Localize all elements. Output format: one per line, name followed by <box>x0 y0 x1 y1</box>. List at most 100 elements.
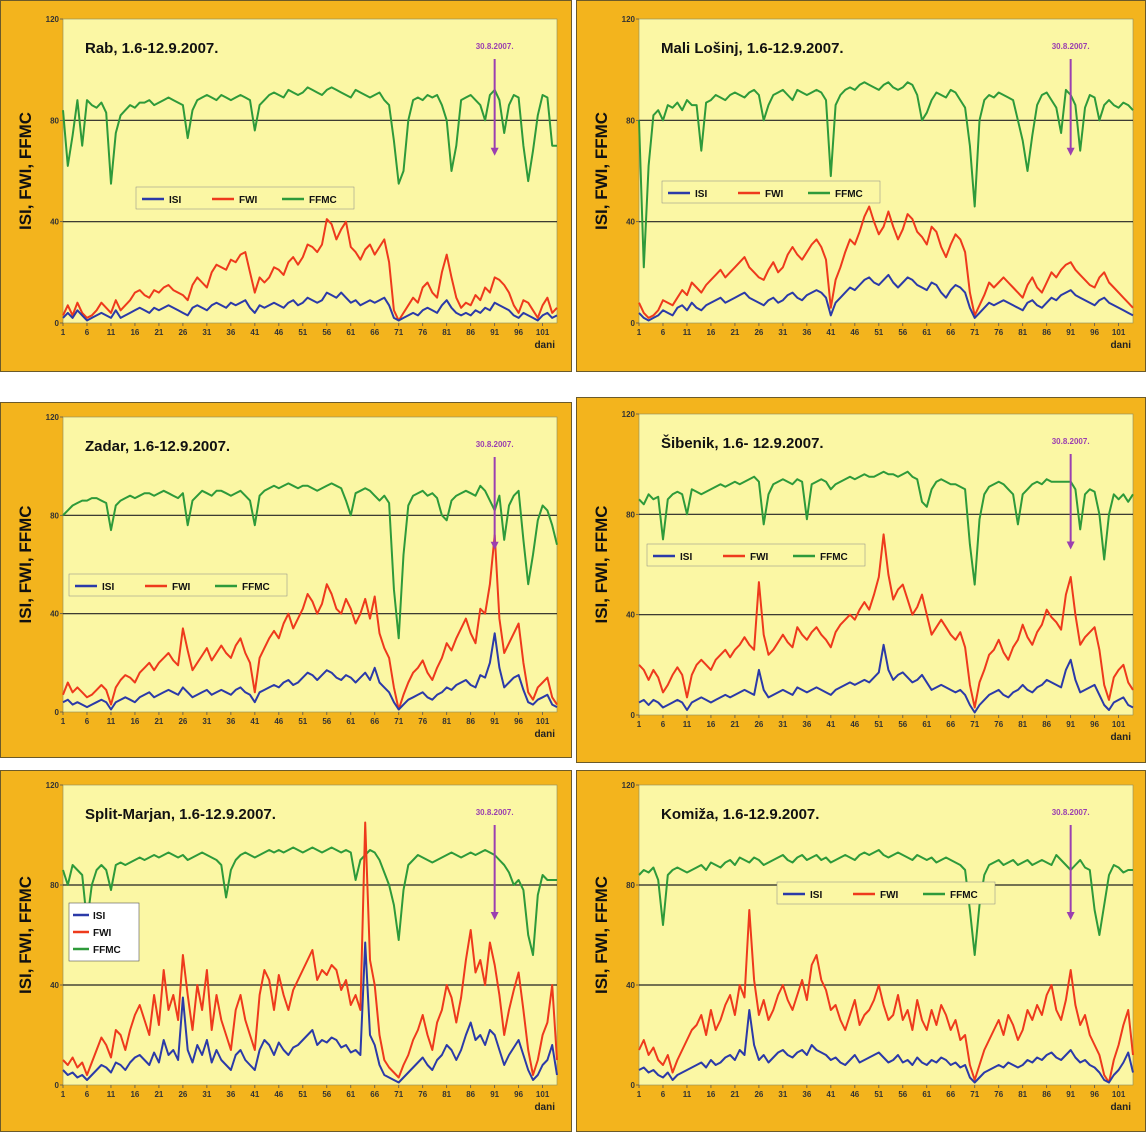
x-tick-label: 96 <box>514 1090 523 1099</box>
x-axis-label: dani <box>534 340 555 351</box>
annotation-label: 30.8.2007. <box>1052 42 1090 51</box>
x-tick-label: 11 <box>683 720 692 729</box>
y-tick-label: 120 <box>622 781 636 790</box>
x-tick-label: 96 <box>514 328 523 337</box>
y-tick-label: 80 <box>626 510 635 519</box>
x-tick-label: 51 <box>298 1090 307 1099</box>
legend-label-ffmc: FFMC <box>93 945 121 956</box>
x-tick-label: 91 <box>1066 328 1075 337</box>
x-tick-label: 86 <box>466 328 475 337</box>
annotation-label: 30.8.2007. <box>1052 808 1090 817</box>
legend-box <box>646 543 866 567</box>
x-tick-label: 1 <box>637 1090 642 1099</box>
y-tick-label: 0 <box>55 319 60 328</box>
series-isi-line <box>62 291 558 322</box>
legend-label-fwi: FWI <box>93 928 112 939</box>
annotation-arrowhead <box>1066 912 1075 920</box>
y-tick-label: 40 <box>50 981 59 990</box>
x-tick-label: 71 <box>970 328 979 337</box>
x-tick-label: 6 <box>85 1090 90 1099</box>
annotation-label: 30.8.2007. <box>1052 437 1090 446</box>
legend-label-ffmc: FFMC <box>309 195 337 206</box>
x-tick-label: 71 <box>970 1090 979 1099</box>
x-tick-label: 61 <box>922 720 931 729</box>
x-tick-label: 16 <box>706 328 715 337</box>
legend-label-ffmc: FFMC <box>835 189 863 200</box>
x-tick-label: 86 <box>1042 1090 1051 1099</box>
x-tick-label: 41 <box>250 717 259 726</box>
series-isi-line <box>638 643 1134 714</box>
legend: ISI FWI FFMC <box>68 573 288 597</box>
x-tick-label: 6 <box>661 1090 666 1099</box>
x-tick-label: 6 <box>661 720 666 729</box>
x-tick-label: 66 <box>370 1090 379 1099</box>
x-tick-label: 101 <box>1112 328 1126 337</box>
chart-title: Mali Lošinj, 1.6-12.9.2007. <box>661 40 844 57</box>
x-tick-label: 26 <box>754 720 763 729</box>
y-axis-label: ISI, FWI, FFMC <box>16 112 35 230</box>
x-tick-label: 76 <box>418 328 427 337</box>
x-tick-label: 91 <box>490 1090 499 1099</box>
legend-label-ffmc: FFMC <box>950 890 978 901</box>
annotation-arrowhead <box>490 912 499 920</box>
legend-label-fwi: FWI <box>750 552 769 563</box>
x-tick-label: 31 <box>202 328 211 337</box>
annotation-label: 30.8.2007. <box>476 440 514 449</box>
x-tick-label: 21 <box>154 328 163 337</box>
x-tick-label: 11 <box>107 328 116 337</box>
chart-title: Split-Marjan, 1.6-12.9.2007. <box>85 806 276 823</box>
y-tick-label: 80 <box>626 116 635 125</box>
x-tick-label: 61 <box>346 328 355 337</box>
series-ffmc-line <box>62 86 557 185</box>
x-tick-label: 1 <box>637 720 642 729</box>
x-tick-label: 26 <box>178 1090 187 1099</box>
x-tick-label: 91 <box>490 328 499 337</box>
chart-panel-zadar: 0 40 80 120 1 6 11 16 21 26 31 36 41 46 51 56 61 66 71 76 81… <box>0 402 572 758</box>
y-tick-label: 0 <box>631 1081 636 1090</box>
x-tick-label: 86 <box>466 717 475 726</box>
y-tick-label: 40 <box>50 610 59 619</box>
plot-area <box>62 18 558 324</box>
series-fwi-line <box>62 534 558 711</box>
x-tick-label: 76 <box>994 720 1003 729</box>
x-tick-label: 11 <box>683 328 692 337</box>
x-tick-label: 71 <box>394 1090 403 1099</box>
chart-panel-komiza: 0 40 80 120 1 6 11 16 21 26 31 36 41 46 51 56 61 66 71 76 81… <box>576 770 1146 1132</box>
x-tick-label: 26 <box>754 1090 763 1099</box>
x-axis-label: dani <box>534 729 555 740</box>
x-tick-label: 21 <box>730 1090 739 1099</box>
x-tick-label: 36 <box>226 1090 235 1099</box>
y-tick-label: 120 <box>46 781 60 790</box>
y-tick-label: 0 <box>631 711 636 720</box>
x-tick-label: 21 <box>730 720 739 729</box>
legend-label-fwi: FWI <box>880 890 899 901</box>
x-tick-label: 56 <box>322 328 331 337</box>
legend: ISI FWI FFMC <box>646 543 866 567</box>
y-tick-label: 80 <box>50 511 59 520</box>
chart-title: Rab, 1.6-12.9.2007. <box>85 40 218 57</box>
x-tick-label: 56 <box>898 720 907 729</box>
x-tick-label: 46 <box>850 720 859 729</box>
x-tick-label: 31 <box>202 1090 211 1099</box>
x-tick-label: 76 <box>418 717 427 726</box>
x-tick-label: 6 <box>661 328 666 337</box>
x-tick-label: 6 <box>85 328 90 337</box>
chart-panel-split-marjan: 0 40 80 120 1 6 11 16 21 26 31 36 41 46 51 56 61 66 71 76 81… <box>0 770 572 1132</box>
plot-area <box>638 784 1134 1086</box>
x-tick-label: 81 <box>1018 1090 1027 1099</box>
series-fwi-line <box>62 821 558 1079</box>
x-tick-label: 36 <box>226 328 235 337</box>
x-tick-label: 81 <box>442 328 451 337</box>
y-tick-label: 0 <box>55 1081 60 1090</box>
x-tick-label: 21 <box>730 328 739 337</box>
x-tick-label: 16 <box>130 1090 139 1099</box>
x-tick-label: 6 <box>85 717 90 726</box>
x-tick-label: 101 <box>536 1090 550 1099</box>
legend-label-fwi: FWI <box>765 189 784 200</box>
x-tick-label: 16 <box>706 720 715 729</box>
